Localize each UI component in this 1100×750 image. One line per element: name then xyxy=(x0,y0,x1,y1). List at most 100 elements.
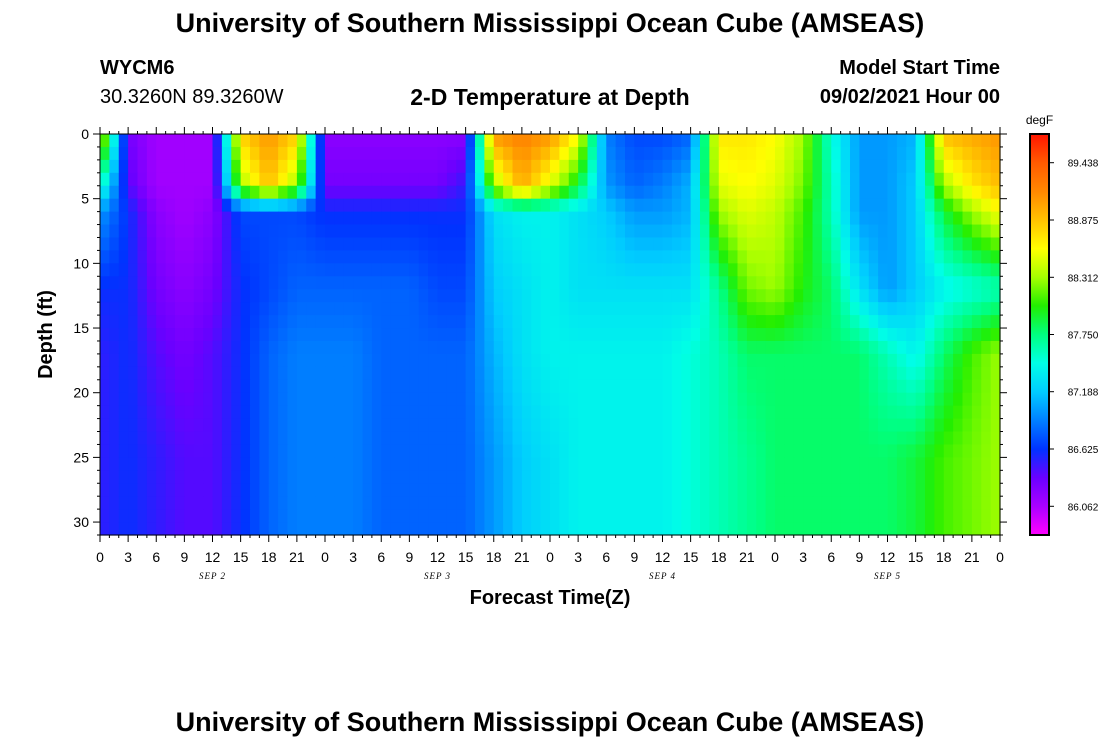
heatmap-cell xyxy=(746,289,757,303)
heatmap-cell xyxy=(118,340,129,355)
heatmap-cell xyxy=(250,224,260,239)
heatmap-cell xyxy=(184,146,195,161)
heatmap-cell xyxy=(475,134,485,148)
heatmap-cell xyxy=(587,198,598,213)
heatmap-cell xyxy=(625,224,635,239)
heatmap-cell xyxy=(690,340,701,355)
heatmap-cell xyxy=(484,457,495,471)
heatmap-cell xyxy=(971,418,982,433)
heatmap-cell xyxy=(306,340,317,355)
heatmap-cell xyxy=(493,483,504,497)
heatmap-cell xyxy=(690,224,701,239)
heatmap-cell xyxy=(990,328,1001,342)
heatmap-cell xyxy=(146,146,157,161)
heatmap-cell xyxy=(681,405,692,420)
heatmap-cell xyxy=(418,405,429,420)
heatmap-cell xyxy=(981,470,992,484)
heatmap-cell xyxy=(634,379,645,394)
heatmap-cell xyxy=(915,185,926,200)
heatmap-cell xyxy=(212,185,223,200)
heatmap-cell xyxy=(840,198,851,213)
heatmap-cell xyxy=(250,483,260,497)
heatmap-cell xyxy=(934,172,945,187)
heatmap-cell xyxy=(353,237,364,252)
heatmap-cell xyxy=(625,172,635,187)
heatmap-cell xyxy=(475,198,485,213)
heatmap-cell xyxy=(925,250,935,264)
heatmap-cell xyxy=(840,353,851,368)
heatmap-cell xyxy=(128,496,139,510)
heatmap-cell xyxy=(756,353,767,368)
heatmap-cell xyxy=(709,237,720,252)
heatmap-cell xyxy=(231,159,242,174)
heatmap-cell xyxy=(118,496,129,510)
heatmap-cell xyxy=(737,444,748,458)
heatmap-cell xyxy=(193,483,204,497)
heatmap-cell xyxy=(278,159,289,174)
heatmap-cell xyxy=(596,328,607,342)
heatmap-cell xyxy=(756,483,767,497)
heatmap-cell xyxy=(212,263,223,277)
heatmap-cell xyxy=(578,185,589,200)
heatmap-cell xyxy=(728,172,739,187)
heatmap-cell xyxy=(700,496,710,510)
heatmap-cell xyxy=(343,366,354,381)
heatmap-cell xyxy=(315,405,326,420)
heatmap-cell xyxy=(540,418,551,433)
heatmap-cell xyxy=(390,276,401,290)
heatmap-cell xyxy=(165,470,176,484)
heatmap-cell xyxy=(859,457,870,471)
heatmap-cell xyxy=(606,263,617,277)
heatmap-cell xyxy=(850,470,860,484)
heatmap-cell xyxy=(634,353,645,368)
heatmap-cell xyxy=(446,237,457,252)
heatmap-cell xyxy=(934,289,945,303)
heatmap-cell xyxy=(334,185,345,200)
heatmap-cell xyxy=(634,470,645,484)
heatmap-cell xyxy=(259,134,270,148)
heatmap-cell xyxy=(990,340,1001,355)
heatmap-cell xyxy=(512,379,523,394)
heatmap-cell xyxy=(868,457,879,471)
heatmap-cell xyxy=(315,315,326,329)
heatmap-cell xyxy=(278,172,289,187)
heatmap-cell xyxy=(737,159,748,174)
heatmap-cell xyxy=(353,315,364,329)
heatmap-cell xyxy=(653,172,664,187)
heatmap-cell xyxy=(475,340,485,355)
heatmap-cell xyxy=(250,496,260,510)
heatmap-cell xyxy=(878,315,889,329)
heatmap-cell xyxy=(418,211,429,226)
heatmap-cell xyxy=(606,509,617,523)
heatmap-cell xyxy=(568,146,579,161)
heatmap-cell xyxy=(109,353,120,368)
heatmap-cell xyxy=(250,315,260,329)
heatmap-cell xyxy=(943,263,954,277)
heatmap-cell xyxy=(971,470,982,484)
heatmap-cell xyxy=(156,405,167,420)
heatmap-cell xyxy=(250,340,260,355)
heatmap-cell xyxy=(746,185,757,200)
heatmap-cell xyxy=(896,172,907,187)
heatmap-cell xyxy=(493,405,504,420)
heatmap-cell xyxy=(250,470,260,484)
heatmap-cell xyxy=(240,509,251,523)
heatmap-cell xyxy=(278,509,289,523)
heatmap-cell xyxy=(250,431,260,446)
heatmap-cell xyxy=(325,353,335,368)
heatmap-cell xyxy=(643,340,654,355)
heatmap-cell xyxy=(681,509,692,523)
heatmap-cell xyxy=(643,211,654,226)
heatmap-cell xyxy=(540,405,551,420)
heatmap-cell xyxy=(343,379,354,394)
heatmap-cell xyxy=(184,328,195,342)
heatmap-cell xyxy=(812,198,823,213)
heatmap-cell xyxy=(465,418,476,433)
heatmap-cell xyxy=(700,237,710,252)
heatmap-cell xyxy=(906,392,917,407)
station-id: WYCM6 xyxy=(100,57,175,79)
heatmap-cell xyxy=(915,172,926,187)
heatmap-cell xyxy=(812,522,823,536)
heatmap-cell xyxy=(184,250,195,264)
heatmap-cell xyxy=(456,483,467,497)
